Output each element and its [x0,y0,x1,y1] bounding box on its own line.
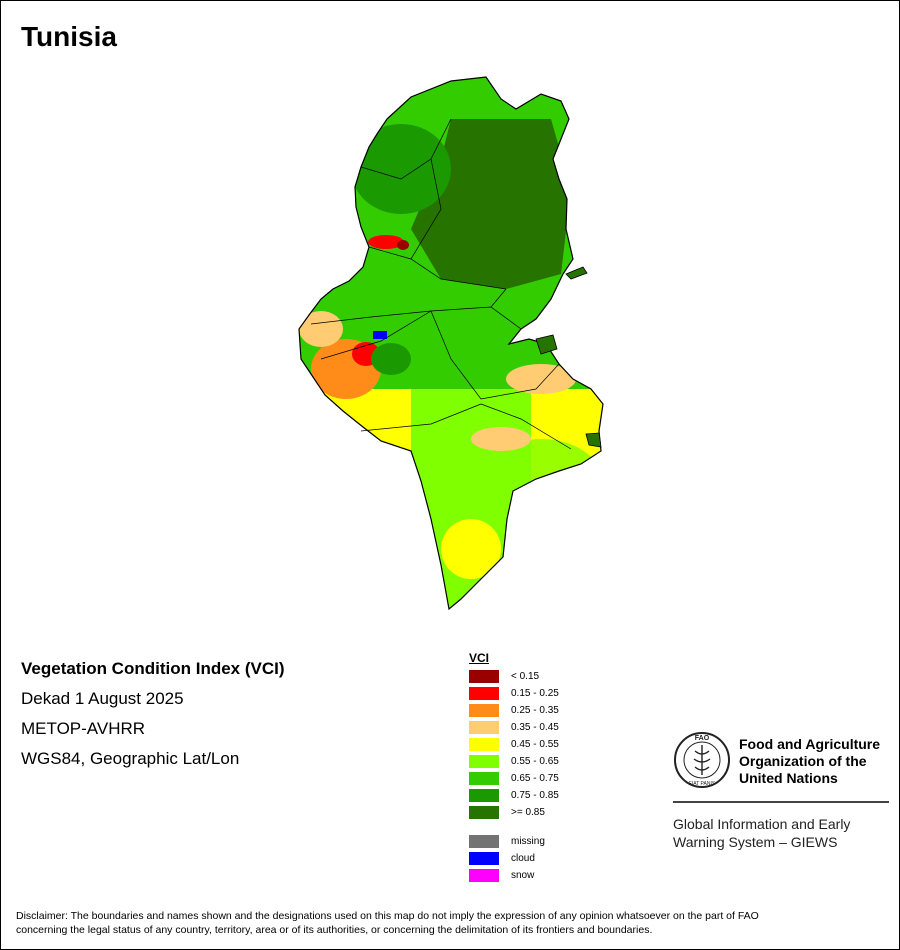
islands [535,266,602,448]
legend-label: cloud [511,853,535,864]
legend-label: >= 0.85 [511,807,545,818]
legend-item: 0.15 - 0.25 [469,685,559,702]
period-label: Dekad 1 August 2025 [21,689,184,708]
legend-swatch [469,789,499,802]
zone-northeast-dark-green [411,119,571,289]
legend-item: 0.25 - 0.35 [469,702,559,719]
legend-label: < 0.15 [511,671,540,682]
zone-northwest-red [368,235,404,249]
map-info: Vegetation Condition Index (VCI) Dekad 1… [21,657,285,777]
fao-org-name: Food and Agriculture Organization of the… [739,736,880,787]
tunisia-vci-map [298,76,604,611]
logo-letters: FAO [695,735,710,742]
legend-swatch [469,772,499,785]
org-line-2: Organization of the [739,753,867,769]
legend-label: 0.45 - 0.55 [511,739,559,750]
legend-item: >= 0.85 [469,804,559,821]
index-name: Vegetation Condition Index (VCI) [21,659,285,678]
legend-label: 0.75 - 0.85 [511,790,559,801]
legend-item: missing [469,833,559,850]
legend-item: cloud [469,850,559,867]
legend-swatch [469,687,499,700]
zone-southeast-light-green [481,439,601,519]
legend-label: 0.65 - 0.75 [511,773,559,784]
zone-south-tan [471,427,531,451]
legend-item: 0.35 - 0.45 [469,719,559,736]
zone-south-light-green [411,389,531,609]
giews-name: Global Information and Early Warning Sys… [673,815,850,851]
country-outline [298,76,604,611]
disclaimer-line-2: concerning the legal status of any count… [16,924,653,936]
legend-swatch [469,852,499,865]
legend-label: missing [511,836,545,847]
zone-west-dark-green [371,343,411,375]
legend-swatch [469,835,499,848]
legend-swatch [469,806,499,819]
zone-sahel-tan [506,364,576,394]
org-line-1: Food and Agriculture [739,736,881,752]
legend-title: VCI [469,651,490,665]
legend-item: 0.75 - 0.85 [469,787,559,804]
zone-cloud [373,331,387,339]
sensor-label: METOP-AVHRR [21,719,146,738]
legend-item: 0.55 - 0.65 [469,753,559,770]
legend-item: 0.45 - 0.55 [469,736,559,753]
zone-deep-south-yellow [441,519,501,579]
zone-north-mid-green [351,124,451,214]
disclaimer-line-1: Disclaimer: The boundaries and names sho… [16,910,759,922]
divider [673,801,889,803]
giews-line-1: Global Information and Early [673,816,851,832]
legend-swatch [469,704,499,717]
zone-northwest-darkred [397,240,409,250]
legend-label: 0.55 - 0.65 [511,756,559,767]
legend-item: 0.65 - 0.75 [469,770,559,787]
legend-swatch [469,721,499,734]
legend-label: 0.25 - 0.35 [511,705,559,716]
legend-label: 0.35 - 0.45 [511,722,559,733]
disclaimer: Disclaimer: The boundaries and names sho… [16,909,886,937]
legend-swatch [469,670,499,683]
legend-swatch [469,869,499,882]
projection-label: WGS84, Geographic Lat/Lon [21,749,240,768]
legend-label: 0.15 - 0.25 [511,688,559,699]
vci-legend: VCI < 0.15 0.15 - 0.25 0.25 - 0.35 0.35 … [469,651,559,884]
org-line-3: United Nations [739,770,838,786]
fao-logo-icon: FAO FIAT PANIS [674,732,730,788]
legend-swatch [469,738,499,751]
legend-label: snow [511,870,535,881]
legend-swatch [469,755,499,768]
legend-item: snow [469,867,559,884]
logo-motto: FIAT PANIS [689,781,716,787]
map-title: Tunisia [21,21,117,52]
giews-line-2: Warning System – GIEWS [673,834,838,850]
zone-west-tan [299,311,343,347]
legend-item: < 0.15 [469,668,559,685]
admin-boundaries [310,118,572,450]
